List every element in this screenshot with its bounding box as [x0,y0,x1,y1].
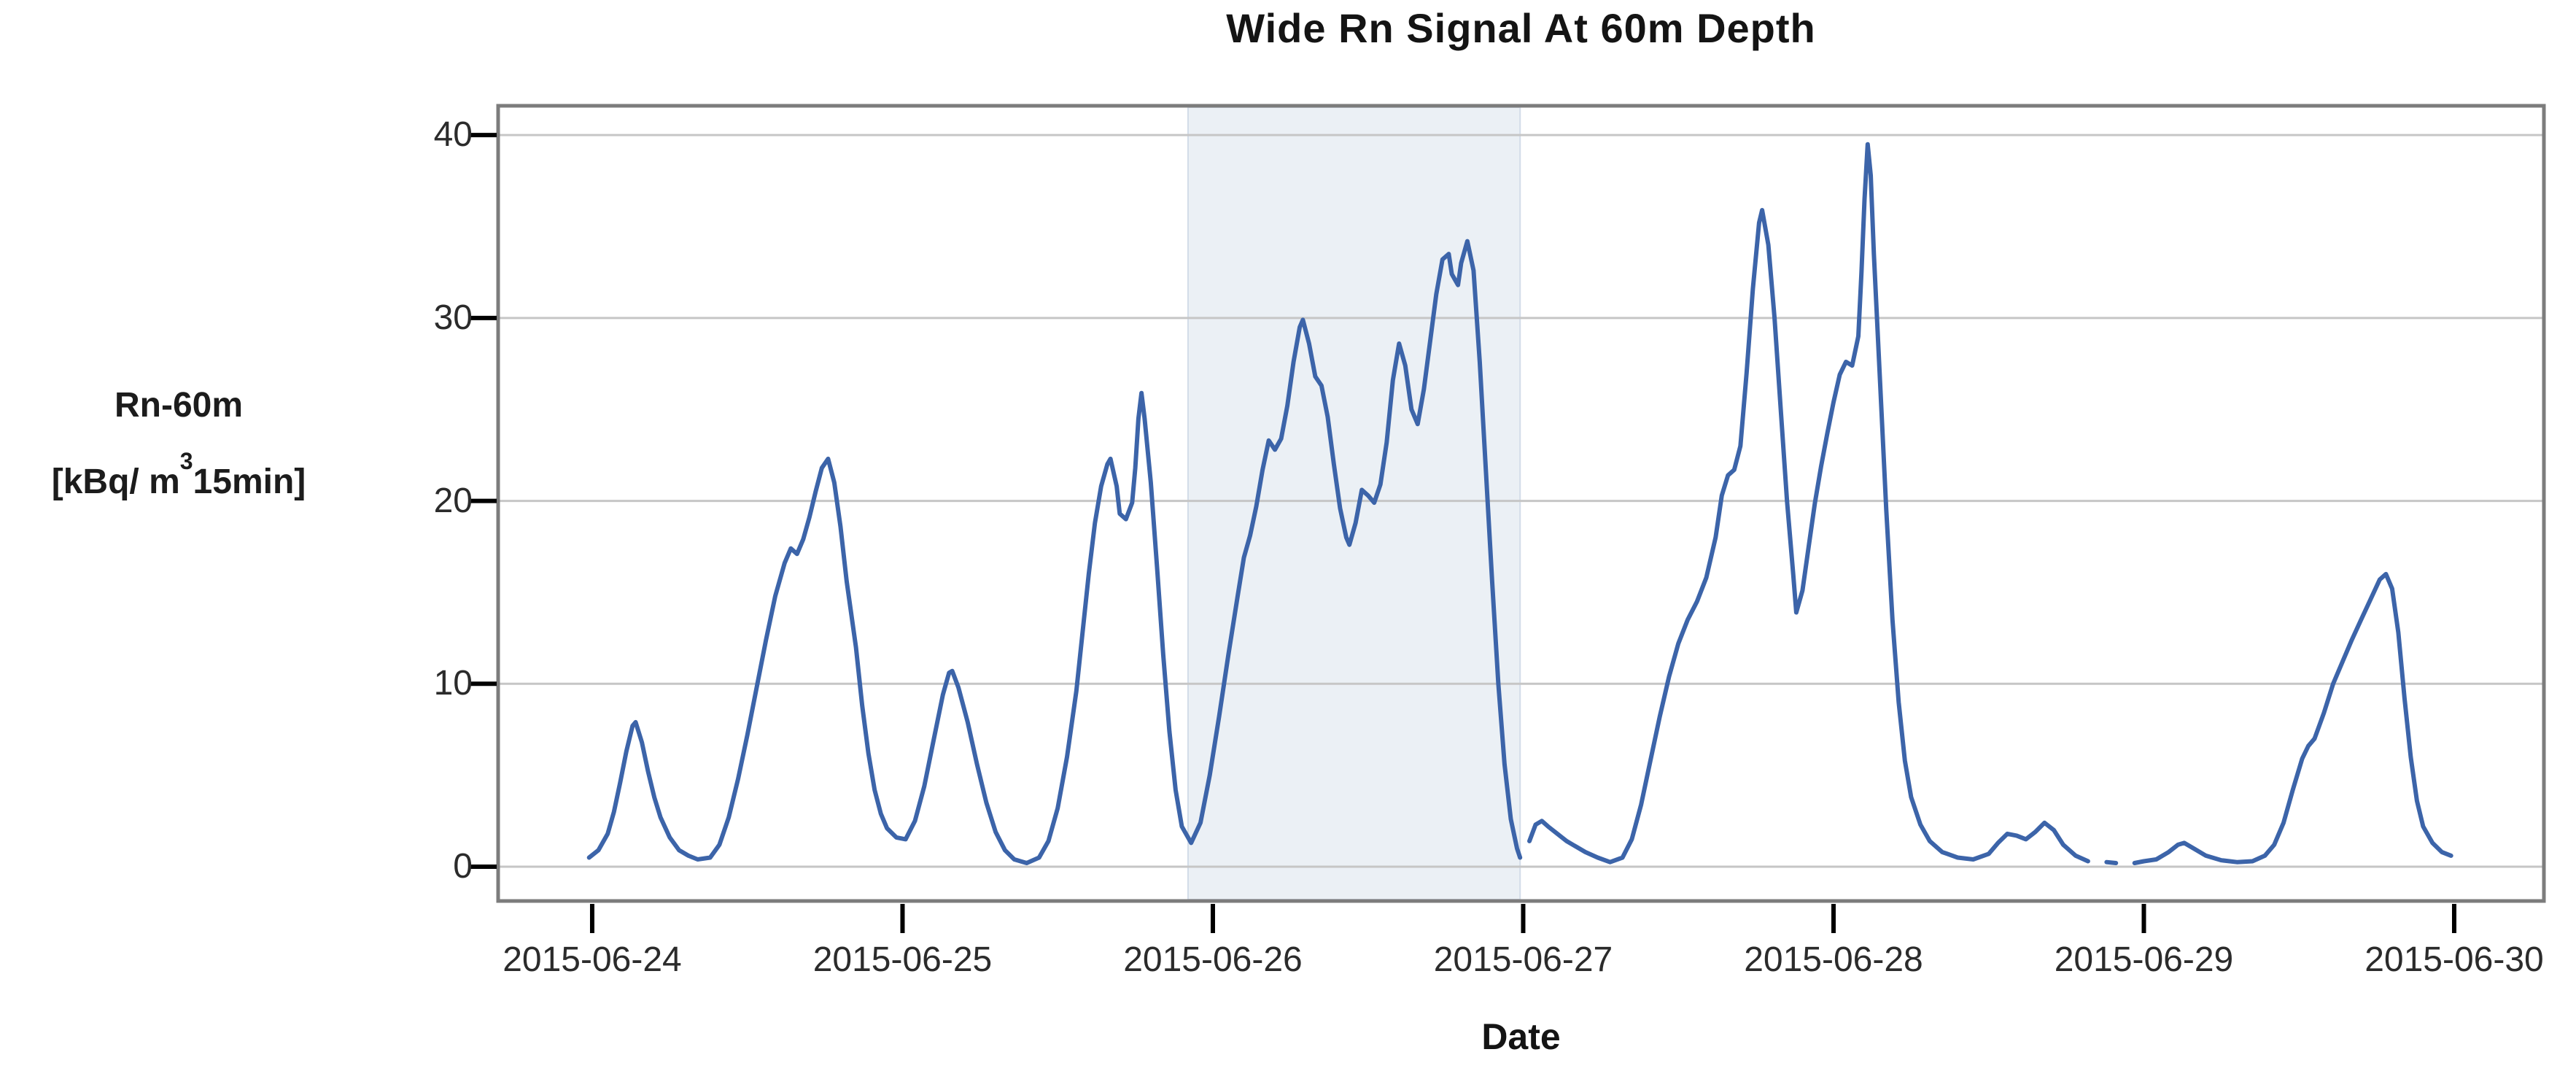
x-tick-label-2015-06-26: 2015-06-26 [1123,940,1303,979]
y-axis-unit-superscript: 3 [179,448,193,474]
x-tick-label-2015-06-24: 2015-06-24 [503,940,682,979]
plot-border [496,104,2546,903]
series-line-rn-60m [586,142,2453,865]
y-tick-label-20: 20 [433,481,473,520]
chart-title: Wide Rn Signal At 60m Depth [1226,5,1816,51]
x-tick-label-2015-06-30: 2015-06-30 [2364,940,2544,979]
y-axis-label: Rn-60m [114,386,244,425]
x-tick-label-2015-06-28: 2015-06-28 [1744,940,1923,979]
y-tick-label-30: 30 [433,298,473,337]
y-axis-unit-label: [kBq/ m315min] [7,448,350,502]
highlight-band [1187,107,1521,900]
x-tick-label-2015-06-27: 2015-06-27 [1433,940,1613,979]
y-axis-unit-suffix: 15min] [193,463,306,501]
y-axis-unit-prefix: [kBq/ m [51,463,180,501]
x-tick-label-2015-06-29: 2015-06-29 [2054,940,2234,979]
y-tick-label-10: 10 [433,664,473,703]
y-tick-label-40: 40 [433,115,473,155]
x-axis-label: Date [1481,1016,1561,1057]
x-tick-label-2015-06-25: 2015-06-25 [812,940,993,979]
y-tick-label-0: 0 [453,846,473,886]
